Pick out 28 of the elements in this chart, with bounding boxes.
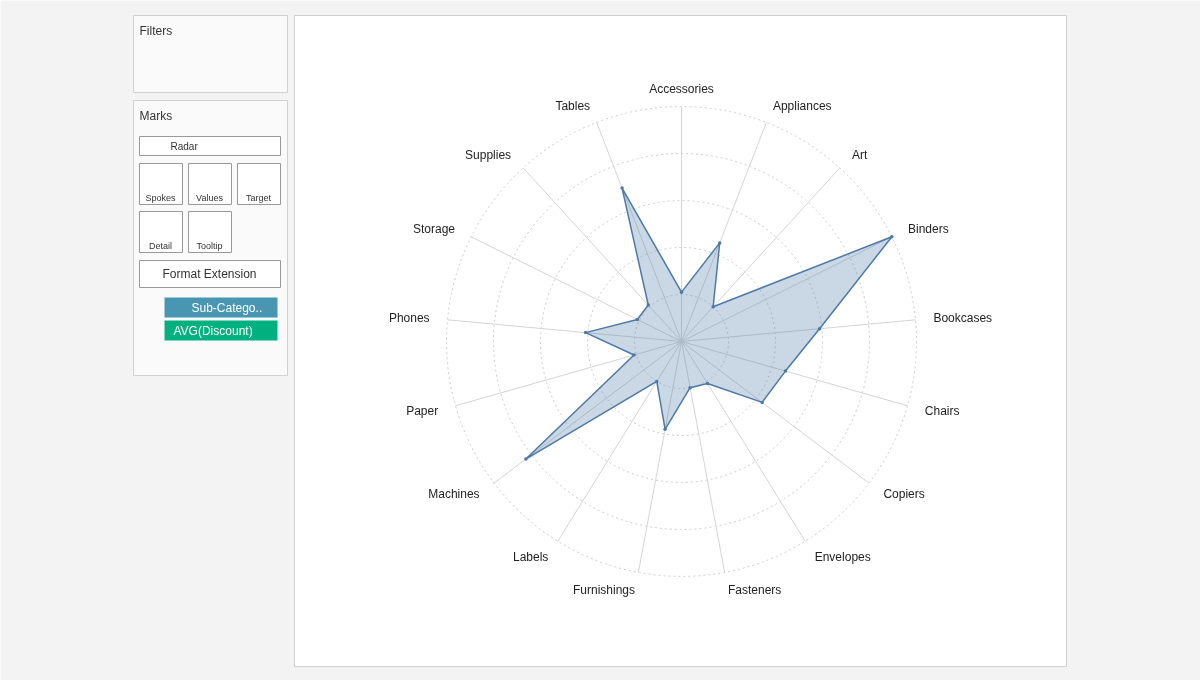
- spoke-label: Chairs: [924, 403, 960, 418]
- text: Tooltip: [196, 240, 223, 251]
- spoke-label: Tables: [555, 98, 591, 113]
- text: Filters: [139, 23, 173, 38]
- text: Format Extension: [162, 266, 257, 281]
- spoke-label: Furnishings: [572, 583, 636, 598]
- text: Target: [245, 192, 272, 203]
- spoke-label: Labels: [512, 549, 549, 564]
- text: Radar: [170, 141, 199, 152]
- spoke-label: Supplies: [465, 147, 512, 162]
- text: Sub-Catego..: [191, 300, 263, 315]
- spoke-label: Machines: [428, 486, 480, 501]
- text: Spokes: [145, 192, 177, 203]
- text: Values: [196, 192, 224, 203]
- spoke-label: Envelopes: [814, 549, 871, 564]
- spoke-label: Accessories: [649, 81, 714, 96]
- text: Detail: [149, 240, 173, 251]
- text: AVG(Discount): [173, 323, 253, 338]
- spoke-label: Bookcases: [933, 311, 993, 326]
- spoke-label: Phones: [388, 311, 430, 326]
- spoke-label: Art: [851, 147, 868, 162]
- spoke-label: Appliances: [772, 98, 832, 113]
- text: Marks: [139, 108, 173, 123]
- spoke-label: Copiers: [883, 486, 925, 501]
- spoke-label: Binders: [907, 221, 949, 236]
- spoke-label: Storage: [412, 221, 456, 236]
- spoke-label: Fasteners: [727, 583, 782, 598]
- spoke-label: Paper: [406, 403, 439, 418]
